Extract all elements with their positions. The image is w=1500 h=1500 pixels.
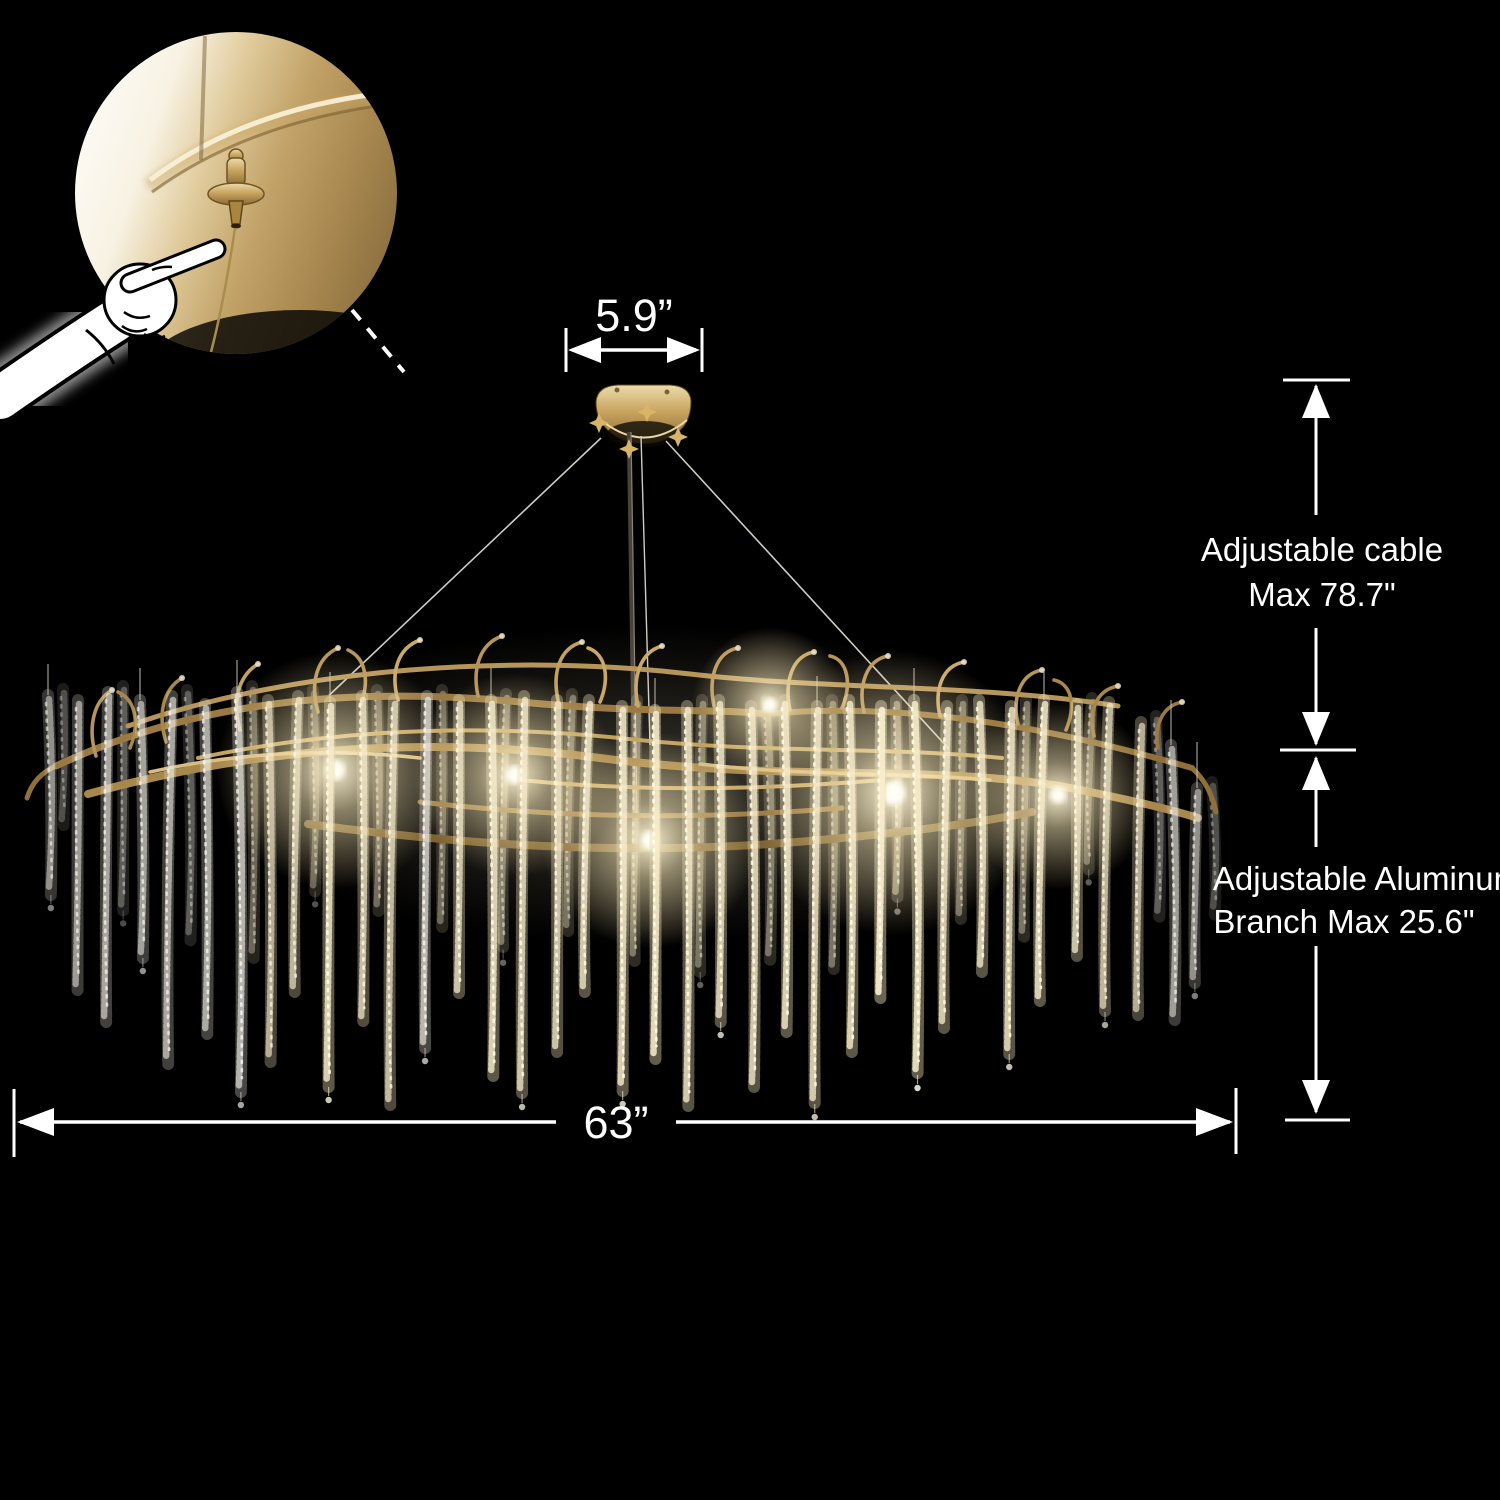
inset-underside-shadow (145, 310, 397, 354)
cable-label-line1: Adjustable cable (1201, 531, 1443, 568)
inset-photo (75, 32, 397, 354)
fixture-width-label: 63” (583, 1097, 648, 1148)
branch-label-line2: Branch Max 25.6" (1213, 903, 1474, 940)
canopy-edge-highlight (148, 91, 377, 182)
branch-length-dimension: Adjustable Aluminum Branch Max 25.6" (1213, 756, 1500, 1122)
branch-label-line1: Adjustable Aluminum (1213, 860, 1500, 897)
canopy-underside (607, 421, 681, 447)
crystal-strands-front (42, 686, 1203, 1121)
fixture-width-dimension: 63” (12, 1088, 1238, 1157)
canopy-width-label: 5.9” (595, 290, 673, 341)
canopy-width-dimension: 5.9” (564, 290, 704, 372)
canopy-edge-shade (143, 91, 379, 192)
cable-gripper-knob (207, 148, 265, 229)
chandelier (24, 625, 1222, 1121)
inset-detail-circle (0, 32, 406, 430)
inset-hanging-cable (209, 227, 237, 353)
detail-callout-dashed-line (350, 308, 406, 374)
cable-connector-sparkles (589, 402, 688, 459)
cable-label-line2: Max 78.7" (1248, 576, 1395, 613)
canopy-fold-line (199, 35, 207, 161)
pointing-hand-icon (0, 238, 227, 430)
cable-length-dimension: Adjustable cable Max 78.7" (1201, 378, 1443, 752)
canopy-edge-seam (151, 104, 378, 194)
canopy-rim-highlight (600, 419, 688, 439)
